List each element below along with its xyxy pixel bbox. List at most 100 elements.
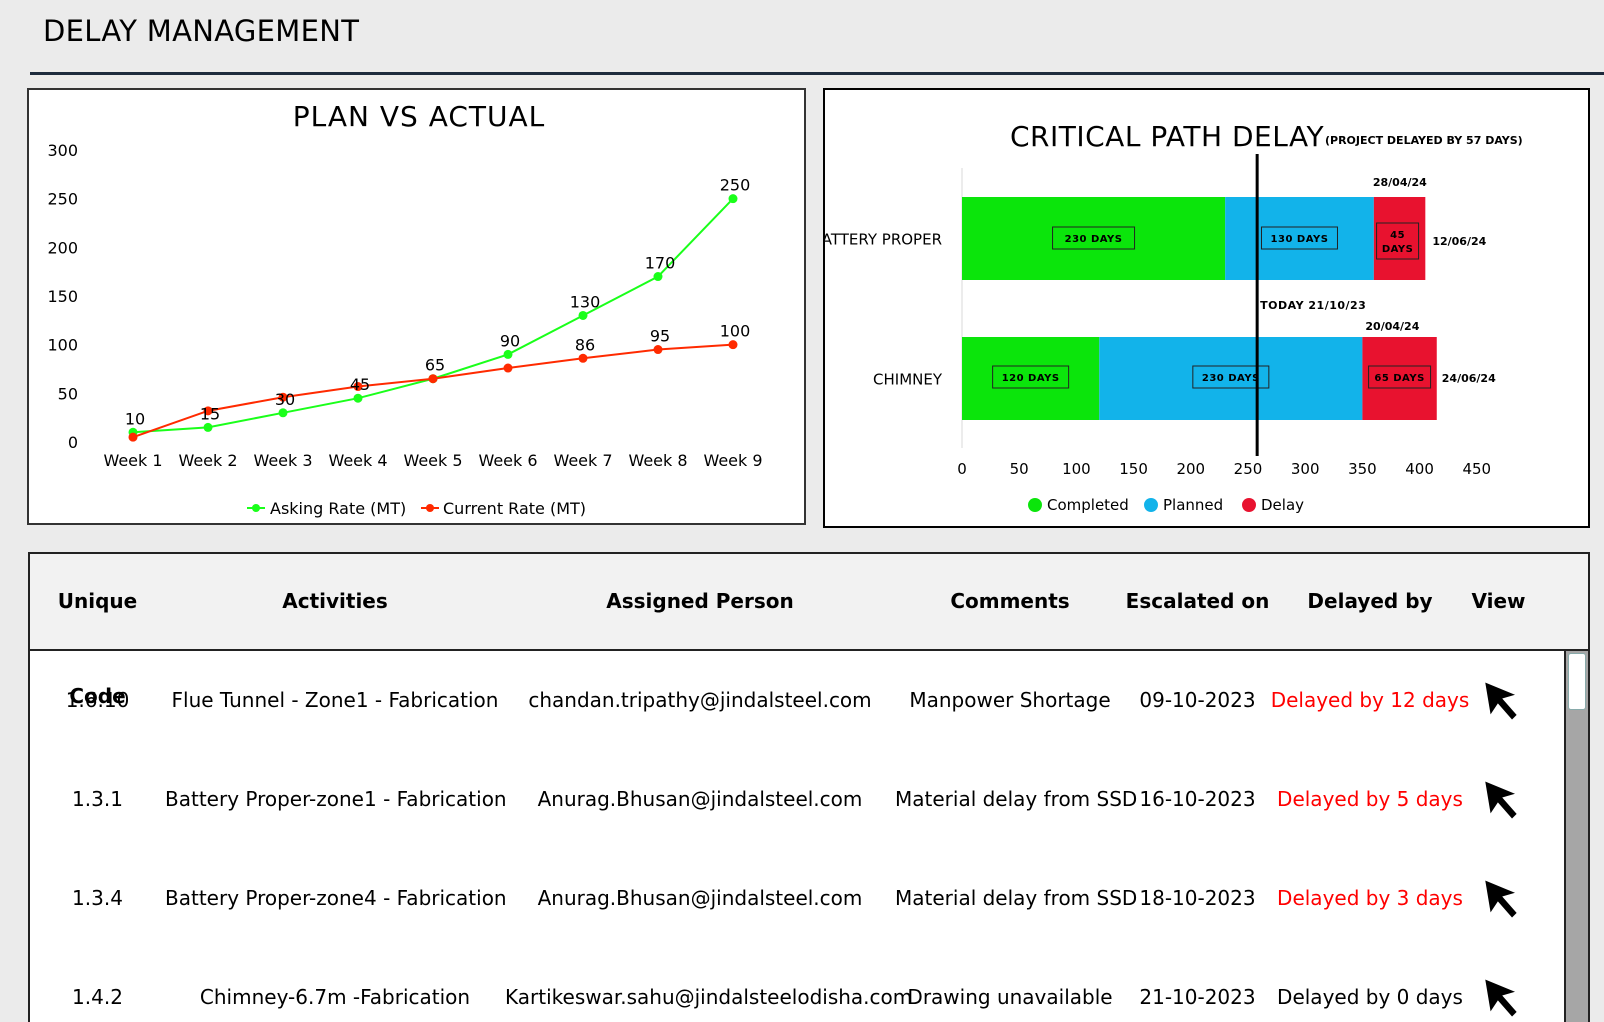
x-tick-label: Week 1 [103, 451, 162, 470]
category-label: BATTERY PROPER [825, 231, 942, 249]
header-escalated-on[interactable]: Escalated on [1125, 589, 1270, 613]
cell-unique-code: 1.6.10 [65, 688, 130, 712]
cell-activity: Flue Tunnel - Zone1 - Fabrication [171, 688, 499, 712]
cp-chart-title: CRITICAL PATH DELAY [1010, 120, 1324, 153]
data-label: 170 [645, 254, 676, 273]
data-point [653, 272, 663, 282]
table-row[interactable]: 1.3.1 Battery Proper-zone1 - Fabrication A… [30, 750, 1566, 849]
header-assigned-person[interactable]: Assigned Person [606, 589, 794, 613]
cell-activity: Battery Proper-zone1 - Fabrication [165, 787, 507, 811]
view-cursor-icon[interactable] [1480, 877, 1524, 926]
x-tick-label: 400 [1405, 460, 1434, 478]
x-tick-label: 350 [1348, 460, 1377, 478]
legend-label: Completed [1047, 496, 1129, 514]
cell-activity: Chimney-6.7m -Fabrication [199, 985, 471, 1009]
y-tick-label: 100 [47, 336, 78, 355]
legend-marker [1144, 498, 1158, 512]
view-cursor-icon[interactable] [1480, 679, 1524, 728]
data-point [728, 194, 738, 204]
data-label: 100 [720, 322, 751, 341]
segment-label: 120 DAYS [1002, 373, 1060, 384]
cell-comment: Manpower Shortage [909, 688, 1111, 712]
header-comments[interactable]: Comments [950, 589, 1070, 613]
cell-unique-code: 1.3.1 [72, 787, 123, 811]
segment-label-box [1376, 222, 1420, 260]
bar-completed [962, 197, 1226, 280]
legend-asking-label: Asking Rate (MT) [270, 499, 406, 518]
data-label: 130 [570, 292, 601, 311]
data-label: 90 [500, 331, 520, 350]
cell-delayed-by: Delayed by 0 days [1277, 985, 1463, 1009]
legend-current-label: Current Rate (MT) [443, 499, 586, 518]
x-tick-label: Week 2 [178, 451, 237, 470]
data-point [128, 432, 138, 442]
x-tick-label: 450 [1462, 460, 1491, 478]
data-point [578, 310, 588, 320]
segment-label-box [1260, 226, 1338, 250]
table-scrollbar[interactable] [1564, 651, 1588, 1022]
cell-unique-code: 1.3.4 [72, 886, 123, 910]
title-divider [30, 72, 1604, 75]
data-point [428, 374, 438, 384]
table-row[interactable]: 1.6.10 Flue Tunnel - Zone1 - Fabrication c… [30, 651, 1566, 750]
view-cursor-icon[interactable] [1480, 976, 1524, 1022]
cell-comment: Drawing unavailable [907, 985, 1113, 1009]
bar-delay [1362, 337, 1437, 420]
header-delayed-by[interactable]: Delayed by [1307, 589, 1433, 613]
cell-escalated-on: 18-10-2023 [1139, 886, 1256, 910]
x-tick-label: Week 5 [403, 451, 462, 470]
x-tick-label: Week 7 [553, 451, 612, 470]
x-tick-label: Week 9 [703, 451, 762, 470]
segment-label: DAYS [1382, 244, 1414, 255]
y-tick-label: 0 [68, 433, 78, 452]
data-label: 10 [125, 409, 145, 428]
data-point [503, 363, 513, 373]
critical-path-chart-svg: CRITICAL PATH DELAY (PROJECT DELAYED BY … [825, 120, 1523, 514]
header-unique-code[interactable]: Unique Code [57, 589, 138, 708]
date-annotation: 24/06/24 [1442, 372, 1496, 385]
segment-label: 65 DAYS [1374, 373, 1424, 384]
date-annotation: 12/06/24 [1432, 235, 1486, 248]
x-tick-label: 300 [1291, 460, 1320, 478]
data-point [353, 393, 363, 403]
y-tick-label: 250 [47, 190, 78, 209]
data-label: 86 [575, 335, 595, 354]
header-view[interactable]: View [1471, 589, 1526, 613]
header-activities[interactable]: Activities [282, 589, 388, 613]
x-tick-label: 150 [1119, 460, 1148, 478]
cell-assigned-person: Anurag.Bhusan@jindalsteel.com [537, 787, 863, 811]
legend-marker [1028, 498, 1042, 512]
view-cursor-icon[interactable] [1480, 778, 1524, 827]
segment-label: 230 DAYS [1202, 373, 1260, 384]
segment-label: 130 DAYS [1271, 234, 1329, 245]
cell-escalated-on: 21-10-2023 [1139, 985, 1256, 1009]
segment-label: 45 [1390, 230, 1405, 241]
table-header: Unique Code Activities Assigned Person C… [30, 554, 1588, 708]
cell-escalated-on: 16-10-2023 [1139, 787, 1256, 811]
table-row[interactable]: 1.3.4 Battery Proper-zone4 - Fabrication A… [30, 849, 1566, 948]
plan-vs-actual-chart: PLAN VS ACTUAL 0 50 100 150 200 250 300 Week 1… [27, 88, 806, 525]
cell-unique-code: 1.4.2 [72, 985, 123, 1009]
today-label: TODAY 21/10/23 [1260, 299, 1366, 312]
cell-assigned-person: Anurag.Bhusan@jindalsteel.com [537, 886, 863, 910]
delay-table: Unique Code Activities Assigned Person C… [28, 552, 1590, 1022]
x-tick-label: 100 [1062, 460, 1091, 478]
x-tick-label: 0 [957, 460, 967, 478]
cell-activity: Battery Proper-zone4 - Fabrication [165, 886, 507, 910]
data-point [203, 422, 213, 432]
data-point [503, 349, 513, 359]
legend-label: Planned [1163, 496, 1223, 514]
data-point [278, 408, 288, 418]
cell-delayed-by: Delayed by 5 days [1277, 787, 1463, 811]
y-tick-label: 200 [47, 238, 78, 257]
cell-delayed-by: Delayed by 12 days [1270, 688, 1470, 712]
scrollbar-thumb[interactable] [1568, 653, 1586, 710]
table-row[interactable]: 1.4.2 Chimney-6.7m -Fabrication Kartikeswa… [30, 948, 1566, 1022]
data-point [578, 353, 588, 363]
data-point [203, 406, 213, 416]
data-label: 65 [425, 356, 445, 375]
cell-escalated-on: 09-10-2023 [1139, 688, 1256, 712]
bar-planned [1225, 197, 1374, 280]
x-tick-label: Week 4 [328, 451, 387, 470]
date-annotation: 20/04/24 [1365, 320, 1419, 333]
